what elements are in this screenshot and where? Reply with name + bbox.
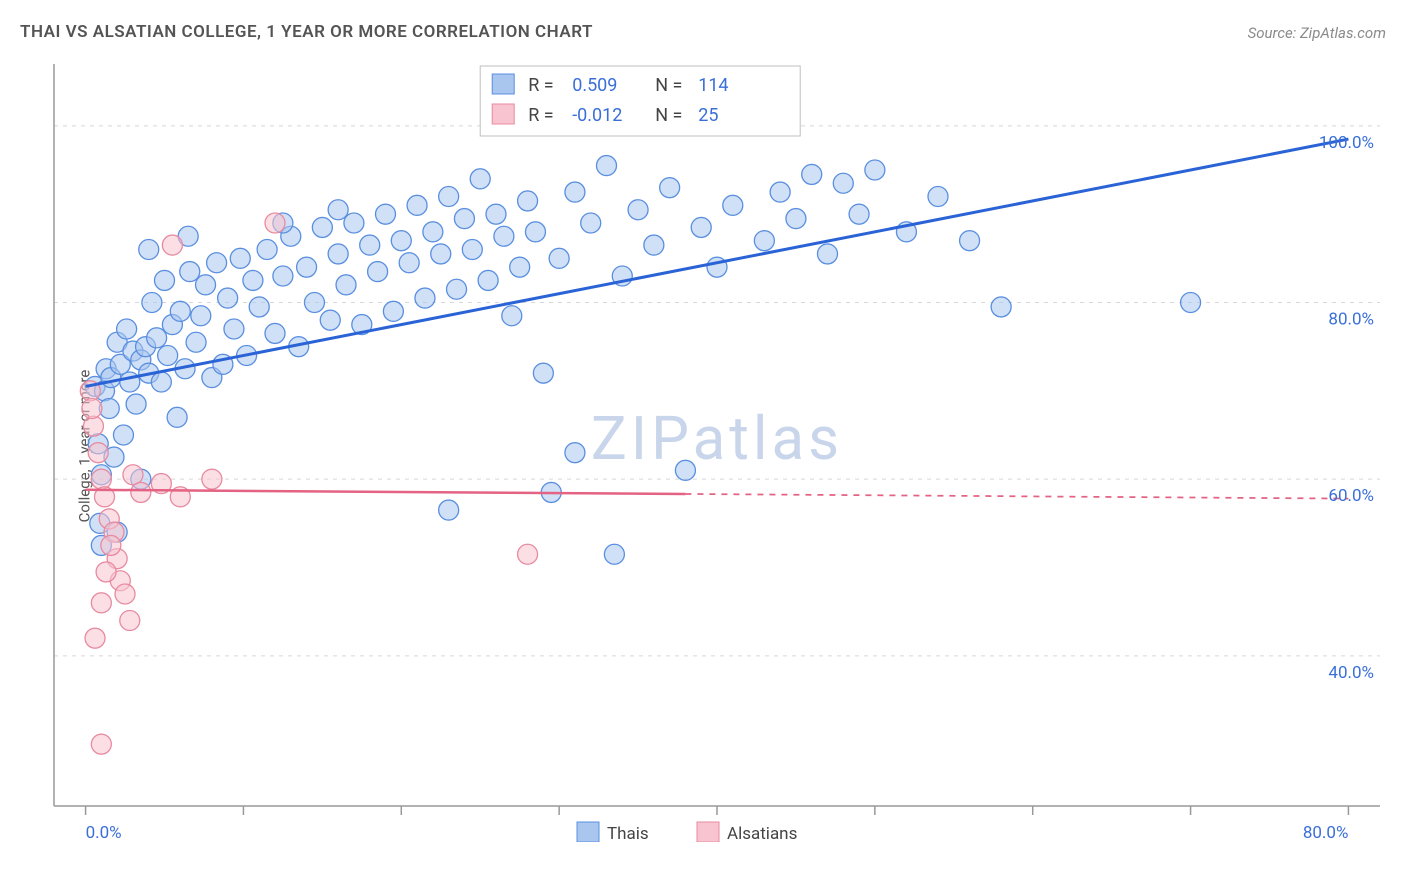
- svg-text:25: 25: [698, 105, 718, 126]
- svg-text:40.0%: 40.0%: [1328, 663, 1374, 683]
- svg-text:80.0%: 80.0%: [1328, 310, 1374, 330]
- svg-text:-0.012: -0.012: [572, 105, 622, 126]
- chart-title: THAI VS ALSATIAN COLLEGE, 1 YEAR OR MORE…: [20, 22, 593, 42]
- svg-text:ZIPatlas: ZIPatlas: [591, 403, 843, 474]
- svg-text:80.0%: 80.0%: [1303, 823, 1349, 842]
- chart-source: Source: ZipAtlas.com: [1248, 24, 1386, 42]
- svg-text:N =: N =: [655, 75, 682, 96]
- svg-text:Thais: Thais: [607, 824, 649, 842]
- svg-text:R =: R =: [528, 105, 553, 126]
- svg-text:0.0%: 0.0%: [86, 823, 122, 842]
- scatter-plot: ZIPatlas 0.0% 80.0% 40.0% 60.0% 80.0% 100.0% R …: [48, 58, 1386, 842]
- svg-text:Alsatians: Alsatians: [727, 824, 797, 842]
- svg-text:100.0%: 100.0%: [1319, 133, 1374, 153]
- svg-text:N =: N =: [655, 105, 682, 126]
- svg-text:114: 114: [698, 75, 728, 96]
- svg-text:0.509: 0.509: [572, 75, 617, 96]
- svg-text:R =: R =: [528, 75, 553, 96]
- svg-text:60.0%: 60.0%: [1328, 486, 1374, 506]
